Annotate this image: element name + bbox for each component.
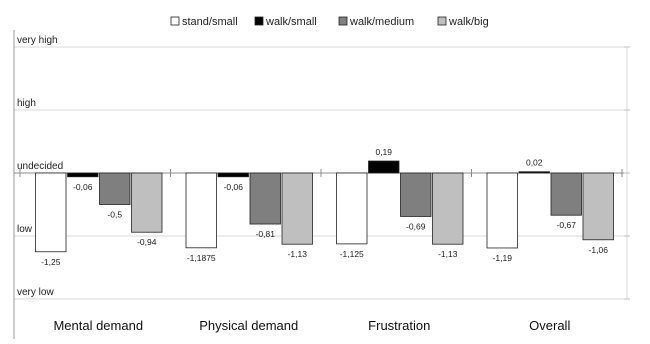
y-tick-label: very low (17, 287, 54, 298)
category-label: Physical demand (199, 318, 298, 333)
category-label: Overall (529, 318, 570, 333)
data-label: -1,1875 (187, 253, 216, 263)
bar (217, 172, 249, 178)
y-tick-label: high (17, 98, 36, 109)
category-label: Mental demand (53, 318, 143, 333)
y-tick-label: low (17, 224, 33, 235)
data-label: -0,5 (107, 210, 122, 220)
bar (35, 172, 67, 253)
data-label: -1,19 (493, 253, 513, 263)
bar (249, 172, 281, 225)
bar (550, 172, 582, 216)
data-labels: -1,25 -0,06 -0,5 -0,94 -1,1875 -0,06 -0,81 -1,1… (41, 147, 608, 267)
bar (185, 172, 217, 249)
legend-label: stand/small (182, 16, 238, 28)
legend-label: walk/big (448, 16, 489, 28)
category-label: Frustration (368, 318, 430, 333)
x-axis-labels: Mental demand Physical demand Frustration O… (53, 318, 570, 333)
bar (518, 171, 550, 174)
y-tick-label: undecided (17, 161, 63, 172)
legend-swatch (170, 16, 180, 26)
legend: stand/small walk/small walk/medium walk/big (170, 16, 489, 28)
bar (368, 160, 400, 174)
data-label: 0,19 (375, 147, 392, 157)
data-label: -1,13 (438, 249, 458, 259)
data-label: -0,94 (137, 237, 157, 247)
legend-label: walk/medium (349, 16, 414, 28)
legend-swatch (254, 16, 264, 26)
data-label: -0,69 (406, 221, 426, 231)
data-label: -1,13 (288, 249, 308, 259)
data-label: 0,02 (526, 158, 543, 168)
y-axis-labels: very high high undecided low very low (17, 35, 63, 298)
data-label: -1,25 (41, 257, 61, 267)
legend-swatch (338, 16, 348, 26)
bar (336, 172, 368, 245)
data-label: -0,67 (557, 220, 577, 230)
data-label: -0,06 (224, 182, 244, 192)
bar (99, 172, 131, 205)
bar (281, 172, 313, 245)
bar (67, 172, 99, 178)
bar (582, 172, 614, 241)
bar (400, 172, 432, 217)
bar (486, 172, 518, 249)
legend-label: walk/small (265, 16, 317, 28)
bar (432, 172, 464, 245)
bar (131, 172, 163, 233)
data-label: -1,125 (340, 249, 364, 259)
legend-swatch (437, 16, 447, 26)
y-tick-label: very high (17, 35, 58, 46)
bars (35, 160, 614, 253)
data-label: -1,06 (589, 245, 609, 255)
data-label: -0,81 (256, 229, 276, 239)
data-label: -0,06 (73, 182, 93, 192)
